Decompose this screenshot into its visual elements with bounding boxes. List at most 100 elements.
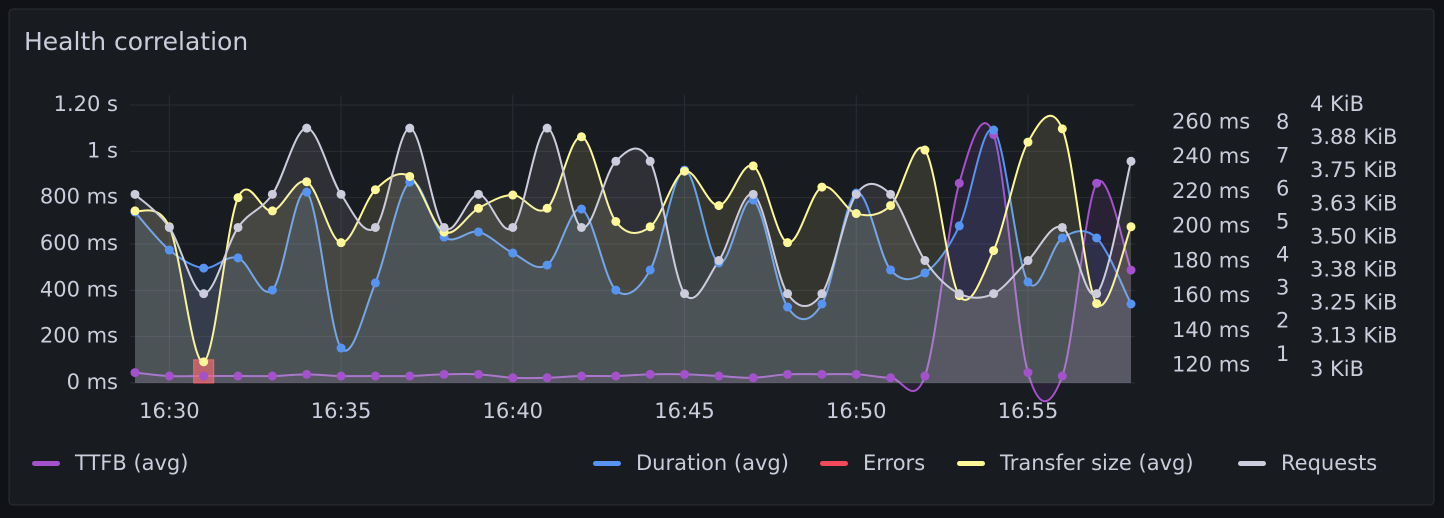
legend-swatch [32, 461, 60, 466]
data-point [1023, 256, 1033, 266]
data-point [886, 201, 896, 211]
data-point [576, 371, 586, 381]
data-point [1092, 299, 1102, 309]
data-point [886, 373, 896, 383]
data-point [1092, 178, 1102, 188]
y4-tick-label: 3.13 KiB [1310, 324, 1397, 348]
data-point [1057, 124, 1067, 134]
legend-swatch [1238, 461, 1266, 466]
data-point [1057, 222, 1067, 232]
data-point [1092, 233, 1102, 243]
data-point [370, 371, 380, 381]
data-point [1023, 137, 1033, 147]
data-point [199, 371, 209, 381]
x-tick-label: 16:40 [483, 399, 544, 423]
data-point [267, 371, 277, 381]
legend-label[interactable]: TTFB (avg) [74, 451, 188, 475]
data-point [508, 190, 518, 200]
y3-tick-label: 8 [1276, 110, 1289, 134]
data-point [783, 369, 793, 379]
data-point [508, 248, 518, 258]
data-point [130, 368, 140, 378]
data-point [370, 278, 380, 288]
y2-tick-label: 140 ms [1172, 318, 1250, 342]
y4-tick-label: 3.25 KiB [1310, 291, 1397, 315]
data-point [920, 371, 930, 381]
data-point [1126, 299, 1136, 309]
data-point [473, 227, 483, 237]
data-point [199, 263, 209, 273]
data-point [164, 371, 174, 381]
legend-label[interactable]: Transfer size (avg) [999, 451, 1194, 475]
data-point [576, 132, 586, 142]
data-point [267, 285, 277, 295]
data-point [336, 371, 346, 381]
data-point [851, 209, 861, 219]
y-tick-label: 0 ms [67, 370, 118, 394]
data-point [611, 371, 621, 381]
data-point [989, 125, 999, 135]
data-point [680, 166, 690, 176]
x-tick-label: 16:55 [998, 399, 1059, 423]
y-tick-label: 1 s [87, 138, 118, 162]
data-point [164, 245, 174, 255]
data-point [1126, 222, 1136, 232]
data-point [989, 289, 999, 299]
data-point [611, 156, 621, 166]
data-point [405, 123, 415, 133]
data-point [542, 203, 552, 213]
y2-tick-label: 260 ms [1172, 109, 1250, 133]
data-point [267, 189, 277, 199]
y-tick-label: 600 ms [40, 231, 118, 255]
legend-label[interactable]: Requests [1281, 451, 1377, 475]
data-point [473, 369, 483, 379]
data-point [989, 246, 999, 256]
data-point [473, 203, 483, 213]
legend-label[interactable]: Duration (avg) [636, 451, 789, 475]
data-point [1057, 233, 1067, 243]
legend-swatch [593, 461, 621, 466]
y2-tick-label: 120 ms [1172, 353, 1250, 377]
y2-tick-label: 240 ms [1172, 144, 1250, 168]
data-point [164, 222, 174, 232]
data-point [1023, 277, 1033, 287]
y2-tick-label: 220 ms [1172, 179, 1250, 203]
data-point [817, 369, 827, 379]
data-point [370, 185, 380, 195]
data-point [336, 238, 346, 248]
data-point [920, 145, 930, 155]
y4-tick-label: 3.38 KiB [1310, 257, 1397, 281]
data-point [439, 369, 449, 379]
data-point [1092, 289, 1102, 299]
y3-tick-label: 5 [1276, 209, 1289, 233]
data-point [851, 369, 861, 379]
series-area [135, 128, 1131, 383]
data-point [199, 289, 209, 299]
y3-tick-label: 3 [1276, 276, 1289, 300]
legend-swatch [820, 461, 848, 466]
legend-label[interactable]: Errors [863, 451, 925, 475]
data-point [267, 206, 277, 216]
y3-tick-label: 2 [1276, 309, 1289, 333]
y2-tick-label: 160 ms [1172, 283, 1250, 307]
data-point [233, 222, 243, 232]
data-point [817, 289, 827, 299]
data-point [645, 222, 655, 232]
y-tick-label: 800 ms [40, 185, 118, 209]
series-area [135, 129, 1131, 383]
data-point [542, 123, 552, 133]
data-point [439, 222, 449, 232]
data-point [954, 178, 964, 188]
panel-title: Health correlation [24, 27, 248, 56]
data-point [508, 222, 518, 232]
data-point [783, 238, 793, 248]
data-point [645, 265, 655, 275]
data-point [473, 189, 483, 199]
data-point [542, 260, 552, 270]
data-point [302, 187, 312, 197]
data-point [336, 343, 346, 353]
y4-tick-label: 4 KiB [1310, 92, 1364, 116]
data-point [817, 299, 827, 309]
data-point [748, 161, 758, 171]
